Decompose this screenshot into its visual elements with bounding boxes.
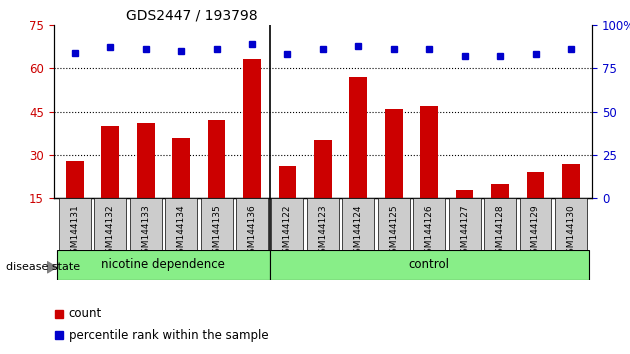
FancyBboxPatch shape xyxy=(413,198,445,250)
Text: GDS2447 / 193798: GDS2447 / 193798 xyxy=(126,9,258,23)
Bar xyxy=(137,123,154,198)
Bar xyxy=(208,120,226,198)
FancyBboxPatch shape xyxy=(378,198,410,250)
Bar xyxy=(455,190,474,198)
Text: GSM144133: GSM144133 xyxy=(141,204,150,259)
Text: GSM144123: GSM144123 xyxy=(318,204,328,259)
Bar xyxy=(101,126,119,198)
Bar xyxy=(350,77,367,198)
Text: GSM144132: GSM144132 xyxy=(106,204,115,259)
FancyBboxPatch shape xyxy=(555,198,587,250)
FancyBboxPatch shape xyxy=(59,198,91,250)
Text: GSM144125: GSM144125 xyxy=(389,204,398,259)
Polygon shape xyxy=(47,262,57,273)
Text: GSM144134: GSM144134 xyxy=(176,204,186,259)
Text: percentile rank within the sample: percentile rank within the sample xyxy=(69,329,268,342)
FancyBboxPatch shape xyxy=(342,198,374,250)
FancyBboxPatch shape xyxy=(200,198,232,250)
FancyBboxPatch shape xyxy=(165,198,197,250)
Text: GSM144126: GSM144126 xyxy=(425,204,433,259)
FancyBboxPatch shape xyxy=(270,250,588,280)
Text: GSM144124: GSM144124 xyxy=(354,204,363,259)
Text: GSM144131: GSM144131 xyxy=(71,204,79,259)
Bar xyxy=(243,59,261,198)
Bar xyxy=(385,109,403,198)
Bar xyxy=(527,172,544,198)
FancyBboxPatch shape xyxy=(272,198,304,250)
Bar xyxy=(278,166,296,198)
Text: GSM144122: GSM144122 xyxy=(283,204,292,259)
FancyBboxPatch shape xyxy=(57,250,270,280)
Bar xyxy=(172,138,190,198)
Text: GSM144129: GSM144129 xyxy=(531,204,540,259)
FancyBboxPatch shape xyxy=(94,198,126,250)
FancyBboxPatch shape xyxy=(236,198,268,250)
Text: GSM144127: GSM144127 xyxy=(460,204,469,259)
Text: nicotine dependence: nicotine dependence xyxy=(101,258,226,271)
Bar xyxy=(314,141,332,198)
Text: GSM144136: GSM144136 xyxy=(248,204,256,259)
Bar xyxy=(66,161,84,198)
FancyBboxPatch shape xyxy=(520,198,551,250)
FancyBboxPatch shape xyxy=(484,198,516,250)
Bar xyxy=(491,184,509,198)
Text: GSM144128: GSM144128 xyxy=(496,204,505,259)
FancyBboxPatch shape xyxy=(307,198,339,250)
Text: GSM144135: GSM144135 xyxy=(212,204,221,259)
Text: GSM144130: GSM144130 xyxy=(566,204,575,259)
FancyBboxPatch shape xyxy=(130,198,162,250)
Text: control: control xyxy=(409,258,450,271)
Bar xyxy=(420,106,438,198)
Text: disease state: disease state xyxy=(6,262,81,272)
Bar xyxy=(562,164,580,198)
Text: count: count xyxy=(69,307,102,320)
FancyBboxPatch shape xyxy=(449,198,481,250)
